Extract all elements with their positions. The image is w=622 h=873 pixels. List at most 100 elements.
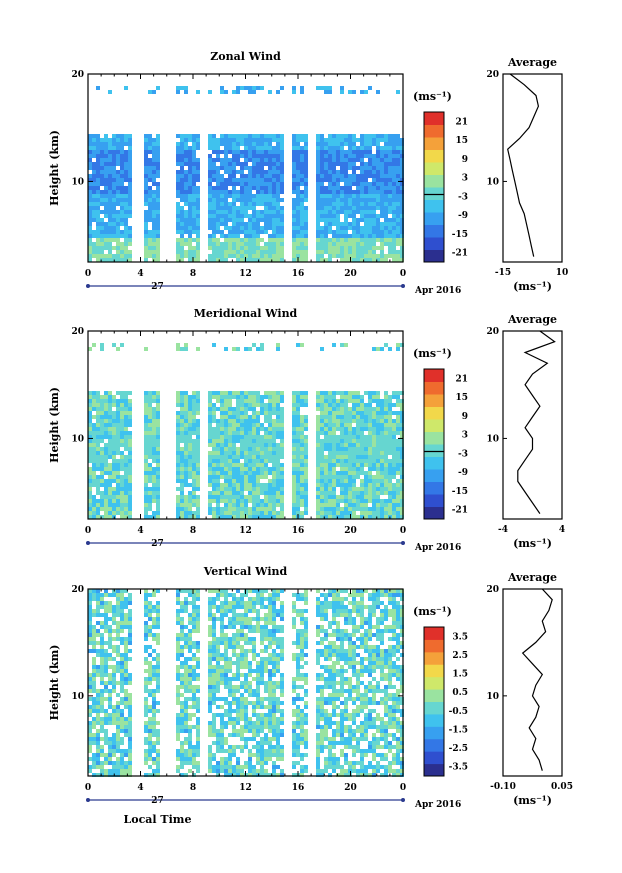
heatmap-cell bbox=[228, 158, 232, 162]
heatmap-cell bbox=[120, 629, 124, 633]
heatmap-cell bbox=[372, 483, 376, 487]
heatmap-cell bbox=[100, 343, 104, 347]
heatmap-cell bbox=[148, 238, 152, 242]
heatmap-cell bbox=[304, 162, 308, 166]
heatmap-cell bbox=[124, 483, 128, 487]
heatmap-cell bbox=[372, 431, 376, 435]
heatmap-cell bbox=[252, 250, 256, 254]
heatmap-cell bbox=[112, 198, 116, 202]
heatmap-cell bbox=[376, 415, 380, 419]
heatmap-cell bbox=[364, 443, 368, 447]
heatmap-cell bbox=[324, 411, 328, 415]
heatmap-cell bbox=[392, 250, 396, 254]
heatmap-cell bbox=[184, 753, 188, 757]
heatmap-cell bbox=[340, 495, 344, 499]
heatmap-cell bbox=[128, 178, 132, 182]
heatmap-cell bbox=[108, 741, 112, 745]
heatmap-cell bbox=[196, 166, 200, 170]
heatmap-cell bbox=[188, 503, 192, 507]
heatmap-cell bbox=[188, 435, 192, 439]
heatmap-cell bbox=[352, 511, 356, 515]
heatmap-cell bbox=[332, 158, 336, 162]
heatmap-cell bbox=[328, 202, 332, 206]
heatmap-cell bbox=[304, 415, 308, 419]
heatmap-cell bbox=[208, 483, 212, 487]
heatmap-cell bbox=[180, 673, 184, 677]
heatmap-cell bbox=[100, 697, 104, 701]
heatmap-cell bbox=[232, 142, 236, 146]
heatmap-cell bbox=[176, 499, 180, 503]
heatmap-cell bbox=[280, 511, 284, 515]
heatmap-cell bbox=[156, 499, 160, 503]
heatmap-cell bbox=[304, 246, 308, 250]
heatmap-cell bbox=[328, 503, 332, 507]
heatmap-cell bbox=[276, 483, 280, 487]
heatmap-cell bbox=[112, 769, 116, 773]
heatmap-cell bbox=[280, 234, 284, 238]
heatmap-cell bbox=[268, 415, 272, 419]
heatmap-cell bbox=[344, 411, 348, 415]
heatmap-cell bbox=[180, 467, 184, 471]
heatmap-cell bbox=[256, 146, 260, 150]
heatmap-cell bbox=[380, 174, 384, 178]
heatmap-cell bbox=[332, 427, 336, 431]
heatmap-cell bbox=[368, 226, 372, 230]
heatmap-cell bbox=[352, 467, 356, 471]
heatmap-cell bbox=[100, 507, 104, 511]
heatmap-cell bbox=[100, 234, 104, 238]
heatmap-cell bbox=[116, 653, 120, 657]
heatmap-cell bbox=[352, 403, 356, 407]
heatmap-cell bbox=[352, 198, 356, 202]
heatmap-cell bbox=[360, 515, 364, 519]
heatmap-cell bbox=[100, 411, 104, 415]
heatmap-cell bbox=[152, 455, 156, 459]
heatmap-cell bbox=[196, 395, 200, 399]
heatmap-cell bbox=[228, 182, 232, 186]
heatmap-cell bbox=[340, 142, 344, 146]
panel-title: Meridional Wind bbox=[194, 307, 298, 320]
heatmap-cell bbox=[124, 705, 128, 709]
heatmap-cell bbox=[272, 447, 276, 451]
heatmap-cell bbox=[236, 499, 240, 503]
heatmap-cell bbox=[380, 162, 384, 166]
heatmap-cell bbox=[336, 210, 340, 214]
heatmap-cell bbox=[324, 158, 328, 162]
heatmap-cell bbox=[228, 439, 232, 443]
heatmap-cell bbox=[188, 511, 192, 515]
heatmap-cell bbox=[292, 515, 296, 519]
heatmap-cell bbox=[96, 226, 100, 230]
heatmap-cell bbox=[104, 226, 108, 230]
heatmap-cell bbox=[348, 407, 352, 411]
heatmap-cell bbox=[236, 431, 240, 435]
heatmap-cell bbox=[96, 134, 100, 138]
heatmap-cell bbox=[116, 242, 120, 246]
heatmap-cell bbox=[240, 198, 244, 202]
heatmap-cell bbox=[180, 693, 184, 697]
heatmap-cell bbox=[336, 206, 340, 210]
heatmap-cell bbox=[180, 605, 184, 609]
heatmap-cell bbox=[176, 90, 180, 94]
heatmap-cell bbox=[124, 661, 128, 665]
heatmap-cell bbox=[128, 174, 132, 178]
heatmap-cell bbox=[148, 681, 152, 685]
heatmap-cell bbox=[400, 230, 404, 234]
heatmap-cell bbox=[208, 491, 212, 495]
heatmap-cell bbox=[280, 487, 284, 491]
heatmap-cell bbox=[360, 166, 364, 170]
heatmap-cell bbox=[240, 455, 244, 459]
heatmap-cell bbox=[176, 721, 180, 725]
heatmap-cell bbox=[104, 154, 108, 158]
heatmap-cell bbox=[248, 202, 252, 206]
heatmap-cell bbox=[268, 186, 272, 190]
heatmap-cell bbox=[256, 507, 260, 511]
heatmap-cell bbox=[360, 479, 364, 483]
heatmap-cell bbox=[188, 475, 192, 479]
heatmap-cell bbox=[88, 697, 92, 701]
heatmap-cell bbox=[176, 146, 180, 150]
heatmap-cell bbox=[396, 234, 400, 238]
heatmap-cell bbox=[240, 238, 244, 242]
heatmap-cell bbox=[128, 467, 132, 471]
heatmap-cell bbox=[368, 254, 372, 258]
heatmap-cell bbox=[292, 439, 296, 443]
heatmap-cell bbox=[292, 218, 296, 222]
